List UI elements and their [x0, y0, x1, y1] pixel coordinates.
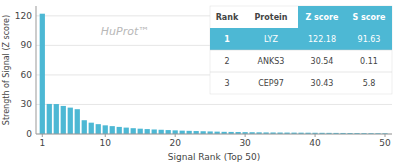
table-cell: 91.63 [358, 35, 381, 44]
bar [89, 123, 94, 134]
x-axis-label: Signal Rank (Top 50) [168, 152, 260, 162]
y-tick-label: 120 [15, 11, 32, 21]
table-divider [210, 72, 392, 73]
x-tick-label: 30 [239, 138, 251, 148]
table-divider [210, 50, 392, 51]
x-tick-label: 1 [39, 138, 45, 148]
x-tick [245, 134, 246, 137]
table-cell: 30.43 [311, 79, 334, 88]
x-axis-line [36, 134, 392, 135]
table-header-cell [346, 6, 392, 28]
bar [75, 109, 80, 134]
bar [138, 129, 143, 134]
watermark: HuProt™ [101, 25, 149, 38]
table-cell: 0.11 [360, 57, 378, 66]
table-cell: 2 [224, 57, 229, 66]
bar [180, 131, 185, 134]
x-tick [105, 134, 106, 137]
table-cell: 30.54 [311, 57, 334, 66]
y-tick-label: 30 [21, 99, 33, 109]
x-tick [315, 134, 316, 137]
x-tick-label: 10 [100, 138, 112, 148]
bar [47, 104, 52, 134]
x-tick [175, 134, 176, 137]
table-header: Protein [255, 13, 288, 22]
y-tick-label: 90 [21, 40, 33, 50]
y-axis-label: Strength of Signal (Z score) [2, 15, 11, 125]
table-cell: LYZ [264, 35, 278, 44]
table-cell: 122.18 [308, 35, 336, 44]
table-background [210, 6, 392, 94]
table-header: Z score [306, 13, 340, 22]
bar [159, 130, 164, 134]
table-header-cell [298, 6, 346, 28]
table-header: Rank [216, 13, 239, 22]
chart: 0 30 60 90 120 1 10 20 30 40 50 Signal Rank (Top 50… [0, 0, 400, 162]
x-tick-label: 50 [379, 138, 391, 148]
bar [40, 14, 45, 134]
bar [82, 120, 87, 134]
bar [166, 130, 171, 134]
grid-line [36, 134, 392, 135]
bar [152, 129, 157, 134]
table-cell: 5.8 [363, 79, 376, 88]
table-cell: 3 [224, 79, 229, 88]
table: Rank Protein Z score S score 1 LYZ 122.18 91.63… [210, 6, 392, 94]
table-header: S score [353, 13, 386, 22]
x-tick-label: 40 [309, 138, 321, 148]
table-cell: 1 [224, 35, 230, 44]
x-tick-label: 20 [169, 138, 181, 148]
bar [110, 126, 115, 134]
grid-line [36, 104, 392, 105]
x-tick [42, 134, 43, 137]
bar [54, 104, 59, 134]
y-tick-label: 60 [21, 70, 33, 80]
x-tick [385, 134, 386, 137]
bar [61, 106, 66, 134]
y-axis-line [36, 6, 37, 134]
table-highlight-row [210, 28, 392, 50]
table-cell: ANKS3 [258, 57, 285, 66]
bar [103, 125, 108, 134]
bar [124, 128, 129, 134]
bar [117, 127, 122, 134]
bar [96, 124, 101, 134]
bar [68, 108, 73, 134]
bar [131, 128, 136, 134]
y-tick-label: 0 [26, 129, 32, 139]
table-cell: CEP97 [258, 79, 284, 88]
bar [145, 129, 150, 134]
bar [173, 130, 178, 134]
